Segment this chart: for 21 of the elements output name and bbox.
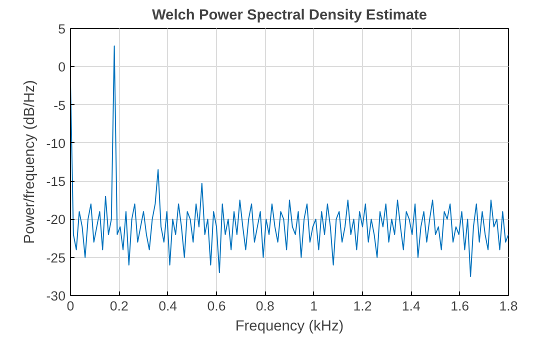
x-tick-label: 0.4 bbox=[158, 298, 178, 314]
y-tick-label: -30 bbox=[46, 288, 66, 304]
y-tick-label: -10 bbox=[46, 136, 66, 151]
x-tick-label: 1.8 bbox=[499, 298, 518, 314]
x-axis-title: Frequency (kHz) bbox=[235, 318, 344, 334]
y-tick-label: -15 bbox=[46, 174, 66, 190]
x-tick-label: 1.4 bbox=[402, 298, 422, 314]
x-tick-label: 1 bbox=[310, 298, 318, 314]
x-tick-label: 0.8 bbox=[256, 298, 274, 314]
y-tick-label: 0 bbox=[58, 60, 66, 75]
y-tick-label: 5 bbox=[58, 22, 66, 36]
x-tick-label: 1.2 bbox=[353, 298, 372, 314]
x-tick-label: 0.6 bbox=[207, 298, 226, 314]
line-series bbox=[70, 46, 508, 277]
y-tick-label: -20 bbox=[46, 212, 66, 228]
y-axis-title: Power/frequency (dB/Hz) bbox=[22, 80, 38, 244]
y-tick-label: -5 bbox=[54, 98, 66, 113]
x-tick-label: 0.2 bbox=[110, 298, 128, 314]
chart-title: Welch Power Spectral Density Estimate bbox=[152, 8, 428, 24]
y-tick-label: -25 bbox=[46, 250, 66, 266]
x-tick-label: 1.6 bbox=[450, 298, 470, 314]
